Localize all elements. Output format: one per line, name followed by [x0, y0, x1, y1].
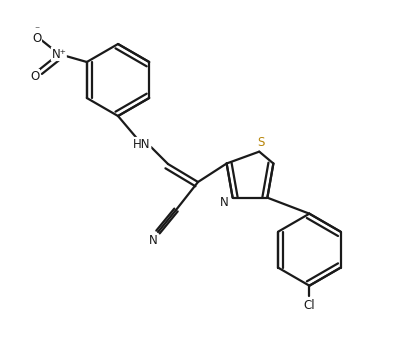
Text: N⁺: N⁺: [51, 47, 66, 61]
Text: S: S: [258, 136, 265, 149]
Text: Cl: Cl: [303, 299, 315, 312]
Text: N: N: [220, 196, 229, 209]
Text: HN: HN: [133, 137, 151, 151]
Text: O: O: [30, 70, 39, 82]
Text: N: N: [149, 234, 157, 246]
Text: O: O: [32, 31, 42, 45]
Text: ⁻: ⁻: [34, 25, 39, 35]
